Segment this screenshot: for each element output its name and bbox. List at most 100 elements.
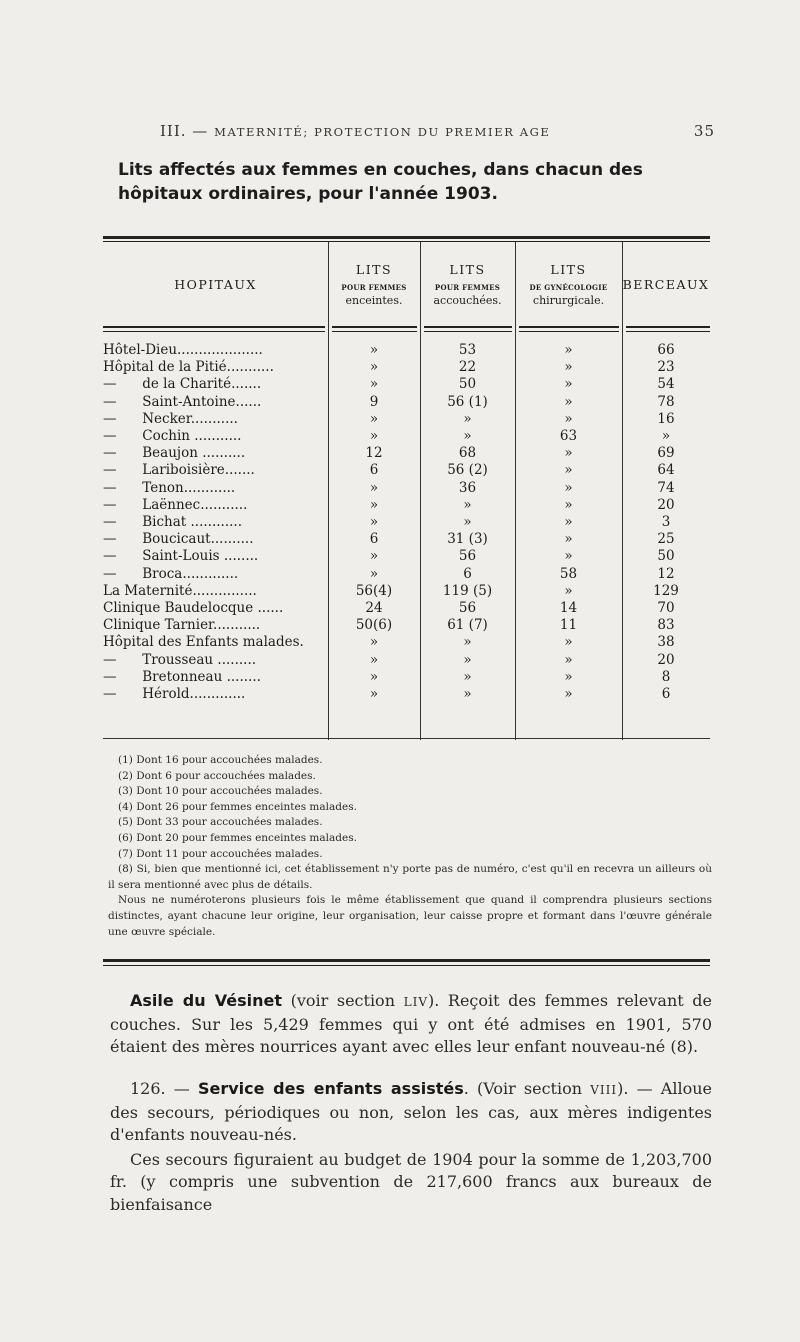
header-rule [332, 326, 417, 332]
table-row: Hôpital des Enfants malades. » » » 38 [103, 634, 710, 651]
heading-enfants-assistes: Service des enfants assistés [197, 1079, 464, 1098]
text: ). Reçoit des femmes relevant de couches… [110, 991, 713, 1056]
table-row: — Bretonneau ........ » » » 8 [103, 669, 710, 686]
footnotes: (1) Dont 16 pour accouchées malades. (2) … [108, 753, 712, 940]
cell-value: » [463, 651, 472, 668]
footnote: (3) Dont 10 pour accouchées malades. [118, 785, 323, 798]
table-bottom-rule [103, 738, 710, 740]
footnote: (6) Dont 20 pour femmes enceintes malade… [118, 831, 357, 844]
header-sublabel: DE GYNÉCOLOGIE [529, 282, 608, 292]
cell-value: » [564, 514, 573, 530]
cell-value: » [369, 686, 379, 702]
header-label: LITS [449, 261, 486, 277]
footnote: (4) Dont 26 pour femmes enceintes malade… [118, 800, 357, 813]
cell-value: 129 [653, 582, 679, 599]
cell-value: » [463, 514, 472, 530]
header-sublabel: POUR FEMMES [341, 282, 407, 292]
cell-value: 61 (7) [447, 617, 488, 634]
text: . (Voir section [463, 1079, 591, 1098]
cell-value: » [369, 479, 379, 496]
cell-value: » [564, 531, 573, 548]
header-label: LITS [355, 261, 393, 277]
running-title: MATERNITÉ; PROTECTION DU PREMIER AGE [214, 125, 551, 139]
hospital-name: — Bichat ............ [103, 514, 243, 530]
table-row: — Saint-Louis ........ » 56 » 50 [103, 548, 710, 565]
hospital-name: — Beaujon .......... [103, 445, 246, 462]
cell-value: 78 [657, 393, 675, 410]
cell-value: » [369, 359, 379, 376]
table-row: Clinique Baudelocque ...... 24 56 14 70 [103, 600, 710, 617]
cell-value: » [369, 376, 379, 393]
header-sublabel: POUR FEMMES [434, 282, 501, 292]
cell-value: » [564, 479, 573, 496]
cell-value: 66 [657, 342, 675, 358]
table-row: La Maternité............... 56(4) 119 (5) »… [103, 583, 710, 600]
table-top-rule [103, 236, 710, 242]
hospital-beds-table: HOPITAUX LITS POUR FEMMES enceintes. LIT… [103, 242, 710, 740]
cell-value: » [369, 651, 379, 668]
cell-value: 50 [657, 548, 675, 565]
hospital-name: Hôtel-Dieu.................... [103, 342, 263, 358]
hospital-name: Clinique Baudelocque ...... [103, 600, 284, 616]
table-title: Lits affectés aux femmes en couches, dan… [118, 160, 643, 204]
section-rule [103, 959, 710, 966]
cell-value: » [369, 668, 379, 685]
hospital-name: Clinique Tarnier........... [103, 617, 261, 634]
cell-value: 69 [657, 445, 675, 462]
hospital-name: — Broca............. [103, 565, 239, 582]
hospital-name: — Tenon............ [103, 479, 236, 496]
cell-value: » [564, 548, 573, 565]
hospital-name: — Bretonneau ........ [103, 668, 261, 685]
hospital-name: — Necker........... [103, 410, 238, 427]
cell-value: 68 [458, 445, 477, 462]
cell-value: 12 [657, 565, 675, 582]
cell-value: 6 [369, 462, 379, 479]
header-sublabel: accouchées. [433, 293, 502, 307]
page-number: 35 [693, 122, 715, 140]
column-divider [622, 242, 623, 740]
section-number: 126. — [130, 1079, 198, 1098]
cell-value: » [463, 668, 472, 685]
cell-value: 6 [661, 686, 671, 702]
cell-value: » [564, 668, 573, 685]
cell-value: 6 [463, 565, 472, 582]
hospital-name: — Boucicaut.......... [103, 531, 254, 548]
cell-value: » [369, 342, 379, 358]
cell-value: 23 [657, 359, 675, 376]
header-berceaux: BERCEAUX [622, 242, 710, 326]
header-label: LITS [550, 261, 587, 277]
hospital-name: Hôpital des Enfants malades. [103, 634, 304, 651]
text: (voir section [282, 991, 404, 1010]
cell-value: » [564, 634, 573, 651]
header-hopitaux: HOPITAUX [103, 242, 328, 326]
table-row: — Lariboisière....... 6 56 (2) » 64 [103, 462, 710, 479]
heading-asile-vesinet: Asile du Vésinet [130, 991, 282, 1010]
cell-value: 22 [458, 359, 477, 376]
cell-value: » [369, 428, 379, 444]
cell-value: 70 [657, 600, 675, 616]
cell-value: » [463, 410, 472, 427]
footnote: (2) Dont 6 pour accouchées malades. [118, 769, 316, 782]
table-row: — Saint-Antoine...... 9 56 (1) » 78 [103, 394, 710, 411]
header-rule [103, 326, 325, 332]
cell-value: 36 [458, 479, 477, 496]
hospital-name: — Trousseau ......... [103, 651, 257, 668]
cell-value: » [564, 686, 573, 702]
table-row: — Beaujon .......... 12 68 » 69 [103, 445, 710, 462]
cell-value: » [369, 410, 379, 427]
hospital-name: — Cochin ........... [103, 428, 242, 444]
cell-value: 6 [369, 531, 379, 548]
table-row: — Boucicaut.......... 6 31 (3) » 25 [103, 531, 710, 548]
column-divider [420, 242, 421, 740]
cell-value: 8 [661, 668, 671, 685]
hospital-name: — de la Charité....... [103, 376, 262, 393]
cell-value: 53 [458, 342, 477, 358]
column-divider [515, 242, 516, 740]
cell-value: 56 [458, 600, 477, 616]
section-ref: VIII [590, 1083, 618, 1097]
header-lits-accouchees: LITS POUR FEMMES accouchées. [420, 242, 515, 326]
cell-value: » [564, 376, 573, 393]
cell-value: » [564, 393, 573, 410]
cell-value: 3 [661, 514, 671, 530]
header-lits-enceintes: LITS POUR FEMMES enceintes. [328, 242, 420, 326]
